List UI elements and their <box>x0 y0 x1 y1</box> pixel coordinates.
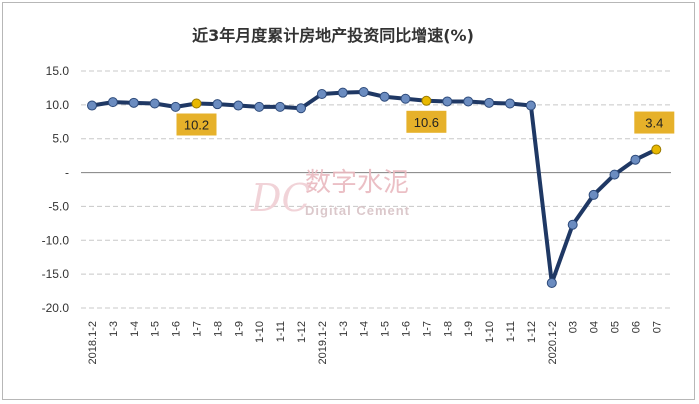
y-tick-label: 5.0 <box>52 132 69 146</box>
data-point <box>358 86 369 97</box>
callout-label: 3.4 <box>645 116 663 131</box>
data-point <box>609 169 620 180</box>
x-tick-label: 1-10 <box>484 321 496 343</box>
callout-box <box>406 110 447 133</box>
data-point <box>233 100 244 111</box>
series-markers <box>87 86 662 288</box>
x-tick-label: 05 <box>610 321 622 333</box>
data-point <box>588 189 599 200</box>
x-axis-ticks: 2018.1-2 1-3 1-4 1-5 1-6 1-7 1-8 1-9 1-10 1-11 1-1… <box>87 321 663 364</box>
x-tick-label: 1-3 <box>338 321 350 337</box>
data-point <box>525 100 536 111</box>
y-tick-label: - <box>65 166 69 180</box>
y-axis-ticks: 15.0 10.0 5.0 - -5.0 -10.0 -15.0 -20.0 <box>42 64 70 315</box>
x-tick-label: 1-4 <box>129 321 141 337</box>
x-tick-label: 1-12 <box>526 321 538 343</box>
x-tick-label: 1-8 <box>442 321 454 337</box>
x-tick-label: 2018.1-2 <box>87 321 99 364</box>
watermark: DC 数字水泥 Digital Cement <box>250 168 410 220</box>
data-point <box>546 277 557 288</box>
series-line <box>90 89 659 285</box>
x-tick-label: 1-4 <box>359 321 371 337</box>
data-point <box>630 154 641 165</box>
callout-box <box>634 111 675 134</box>
data-point <box>442 96 453 107</box>
watermark-english: Digital Cement <box>305 203 410 218</box>
x-tick-label: 1-9 <box>233 321 245 337</box>
data-point <box>400 93 411 104</box>
data-point <box>463 96 474 107</box>
x-tick-label: 1-5 <box>380 321 392 337</box>
y-tick-label: -20.0 <box>42 301 70 315</box>
x-tick-label: 1-7 <box>421 321 433 337</box>
x-tick-label: 1-10 <box>254 321 266 343</box>
data-point <box>170 101 181 112</box>
x-tick-label: 07 <box>651 321 663 333</box>
data-point <box>149 98 160 109</box>
data-point <box>421 95 432 106</box>
x-tick-label: 1-8 <box>212 321 224 337</box>
x-tick-label: 03 <box>568 321 580 333</box>
watermark-logo: DC <box>250 176 311 220</box>
x-tick-label: 2020.1-2 <box>547 321 559 364</box>
y-tick-label: -5.0 <box>48 199 69 213</box>
data-point <box>567 219 578 230</box>
y-tick-label: 10.0 <box>46 98 70 112</box>
data-point <box>254 101 265 112</box>
x-tick-label: 1-9 <box>463 321 475 337</box>
callout-label: 10.6 <box>414 115 439 130</box>
data-point <box>651 144 662 155</box>
series-polyline <box>90 89 659 285</box>
watermark-chinese: 数字水泥 <box>305 168 409 198</box>
x-tick-label: 04 <box>589 321 601 333</box>
y-tick-label: -15.0 <box>42 267 70 281</box>
x-tick-label: 1-11 <box>505 321 517 342</box>
x-tick-label: 1-7 <box>192 321 204 337</box>
chart-frame: 近3年月度累计房地产投资同比增速(%) DC 数字水泥 Digital Ceme… <box>2 2 695 400</box>
callout-box <box>176 113 217 136</box>
x-tick-label: 1-6 <box>171 321 183 337</box>
x-tick-label: 2019.1-2 <box>317 321 329 364</box>
data-point <box>505 98 515 109</box>
chart-title: 近3年月度累计房地产投资同比增速(%) <box>192 26 474 45</box>
data-point <box>296 103 306 114</box>
data-point <box>107 97 118 108</box>
callout-label: 10.2 <box>184 118 209 133</box>
data-point <box>275 101 286 112</box>
data-point <box>316 89 327 100</box>
x-tick-label: 1-3 <box>108 321 120 337</box>
x-tick-label: 06 <box>630 321 642 333</box>
line-chart: 近3年月度累计房地产投资同比增速(%) DC 数字水泥 Digital Ceme… <box>42 26 675 364</box>
data-point <box>379 91 390 102</box>
x-tick-label: 1-12 <box>296 321 308 343</box>
data-callouts: 10.2 10.6 3.4 <box>176 110 675 136</box>
data-point <box>128 97 139 108</box>
x-tick-label: 1-5 <box>150 321 162 337</box>
data-point <box>191 98 202 109</box>
y-tick-label: -10.0 <box>42 233 70 247</box>
data-point <box>337 87 348 98</box>
data-point <box>87 100 97 111</box>
y-tick-label: 15.0 <box>46 64 70 78</box>
x-tick-label: 1-11 <box>275 321 287 342</box>
data-point <box>484 97 495 108</box>
x-tick-label: 1-6 <box>401 321 413 337</box>
data-point <box>212 99 223 110</box>
